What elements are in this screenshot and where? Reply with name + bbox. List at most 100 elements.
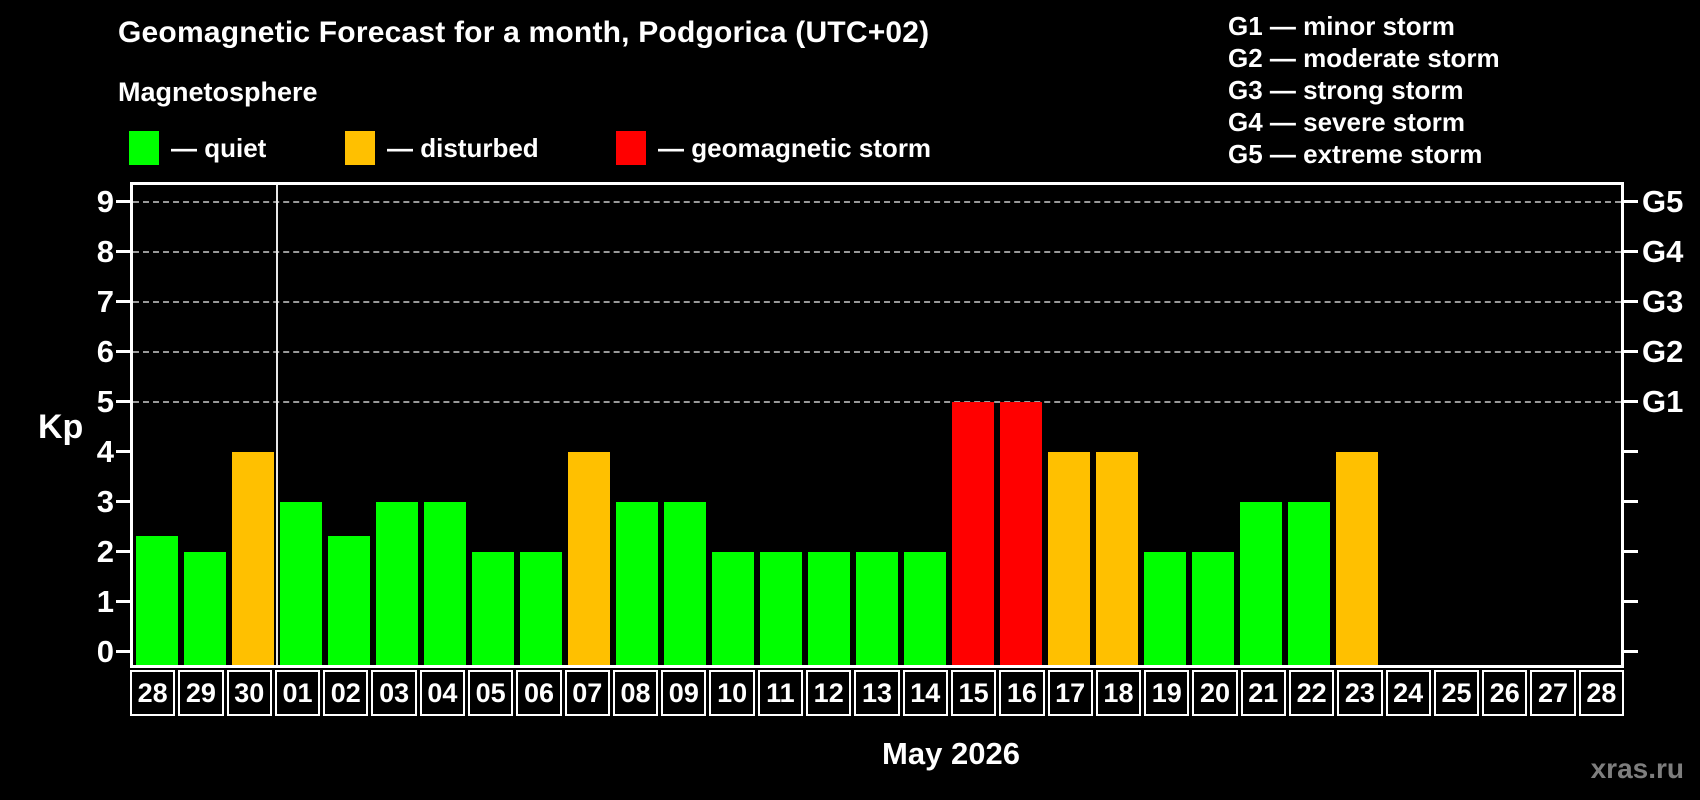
- day-box-13: 11: [757, 670, 804, 716]
- day-box-26: 24: [1385, 670, 1431, 716]
- kp-bar-day-15: [952, 402, 994, 665]
- day-box-19: 17: [1047, 670, 1093, 716]
- kp-bar-day-04: [424, 502, 466, 665]
- y-tick-label-6: 6: [96, 334, 114, 369]
- kp-bar-day-22: [1288, 502, 1330, 665]
- kp-bar-day-29: [184, 552, 226, 665]
- kp-bar-day-16: [1000, 402, 1042, 665]
- left-tick-9: [116, 200, 130, 203]
- right-tick-4: [1624, 450, 1638, 453]
- left-tick-0: [116, 650, 130, 653]
- y-tick-label-9: 9: [96, 184, 114, 219]
- day-box-27: 25: [1433, 670, 1480, 716]
- legend-label-quiet: — quiet: [171, 132, 267, 163]
- day-box-16: 14: [902, 670, 948, 716]
- right-tick-9: [1624, 200, 1638, 203]
- day-box-22: 20: [1192, 670, 1238, 716]
- kp-bar-day-20: [1192, 552, 1234, 665]
- y-tick-label-3: 3: [96, 484, 114, 519]
- kp-bar-day-07: [568, 452, 610, 665]
- day-box-9: 07: [564, 670, 610, 716]
- gridline-kp-7: [133, 301, 1621, 303]
- right-tick-3: [1624, 500, 1638, 503]
- month-separator-line: [276, 185, 278, 665]
- right-tick-1: [1624, 600, 1638, 603]
- g-legend-line-5: G5 — extreme storm: [1228, 139, 1483, 169]
- kp-bar-day-02: [328, 535, 370, 665]
- day-box-11: 09: [661, 670, 707, 716]
- day-box-15: 13: [854, 670, 900, 716]
- g-tick-label-G4: G4: [1642, 234, 1684, 269]
- kp-bar-day-05: [472, 552, 514, 665]
- day-box-4: 02: [323, 670, 369, 716]
- day-box-30: 28: [1578, 670, 1624, 716]
- right-tick-7: [1624, 300, 1638, 303]
- x-axis-day-labels: 28 29 30 01 02 03 04 05 06 07 08 09 10 11 12 13 14 15 16 17…: [130, 670, 1624, 716]
- gridline-kp-9: [133, 201, 1621, 203]
- right-tick-5: [1624, 400, 1638, 403]
- x-axis-label: May 2026: [882, 736, 1020, 771]
- g-legend-line-1: G1 — minor storm: [1228, 11, 1455, 41]
- left-tick-5: [116, 400, 130, 403]
- legend-swatch-storm-icon: [616, 131, 646, 165]
- day-box-23: 21: [1240, 670, 1286, 716]
- kp-bar-day-19: [1144, 552, 1186, 665]
- legend-label-disturbed: — disturbed: [387, 132, 539, 163]
- legend-item-quiet: — quiet: [129, 131, 266, 165]
- left-tick-8: [116, 250, 130, 253]
- day-box-21: 19: [1144, 670, 1190, 716]
- day-box-1: 29: [178, 670, 224, 716]
- kp-bar-day-03: [376, 502, 418, 665]
- left-tick-6: [116, 350, 130, 353]
- kp-bar-day-17: [1048, 452, 1090, 665]
- y-tick-label-1: 1: [96, 584, 114, 619]
- legend-item-storm: — geomagnetic storm: [616, 131, 931, 165]
- kp-bar-day-13: [856, 552, 898, 665]
- day-box-5: 03: [371, 670, 417, 716]
- right-tick-8: [1624, 250, 1638, 253]
- kp-bar-day-06: [520, 552, 562, 665]
- day-box-14: 12: [806, 670, 852, 716]
- day-box-17: 15: [950, 670, 997, 716]
- watermark: xras.ru: [1590, 753, 1684, 784]
- legend-item-disturbed: — disturbed: [345, 131, 539, 165]
- kp-bar-day-21: [1240, 502, 1282, 665]
- kp-bar-day-08: [616, 502, 658, 665]
- y-axis-label: Kp: [38, 408, 84, 446]
- plot-area: [116, 182, 1638, 668]
- kp-bar-day-01: [280, 502, 322, 665]
- kp-bar-day-28: [136, 535, 178, 665]
- y-tick-label-4: 4: [96, 434, 114, 469]
- y-tick-label-7: 7: [96, 284, 114, 319]
- legend-label-storm: — geomagnetic storm: [658, 132, 932, 163]
- kp-bar-day-14: [904, 552, 946, 665]
- gridline-kp-5: [133, 401, 1621, 403]
- right-tick-6: [1624, 350, 1638, 353]
- chart-subtitle: Magnetosphere: [118, 77, 318, 107]
- right-tick-2: [1624, 550, 1638, 553]
- g-tick-label-G2: G2: [1642, 334, 1684, 369]
- day-box-24: 22: [1288, 670, 1335, 716]
- y-tick-label-5: 5: [96, 384, 114, 419]
- g-tick-label-G1: G1: [1642, 384, 1684, 419]
- day-box-3: 01: [274, 670, 321, 716]
- g-tick-label-G5: G5: [1642, 184, 1684, 219]
- left-tick-4: [116, 450, 130, 453]
- legend-swatch-disturbed-icon: [345, 131, 375, 165]
- left-tick-2: [116, 550, 130, 553]
- day-box-25: 23: [1337, 670, 1383, 716]
- g-scale-legend: G1 — minor storm G2 — moderate storm G3 — …: [1228, 10, 1500, 170]
- legend-swatch-quiet-icon: [129, 131, 159, 165]
- gridline-kp-8: [133, 251, 1621, 253]
- day-box-8: 06: [516, 670, 562, 716]
- left-tick-7: [116, 300, 130, 303]
- y-tick-label-2: 2: [96, 534, 114, 569]
- kp-bar-day-23: [1336, 452, 1378, 665]
- g-legend-line-4: G4 — severe storm: [1228, 107, 1466, 137]
- right-tick-0: [1624, 650, 1638, 653]
- y-tick-label-8: 8: [96, 234, 114, 269]
- g-legend-line-2: G2 — moderate storm: [1228, 43, 1500, 73]
- kp-bar-day-12: [808, 552, 850, 665]
- day-box-10: 08: [612, 670, 659, 716]
- chart-title: Geomagnetic Forecast for a month, Podgor…: [118, 16, 930, 49]
